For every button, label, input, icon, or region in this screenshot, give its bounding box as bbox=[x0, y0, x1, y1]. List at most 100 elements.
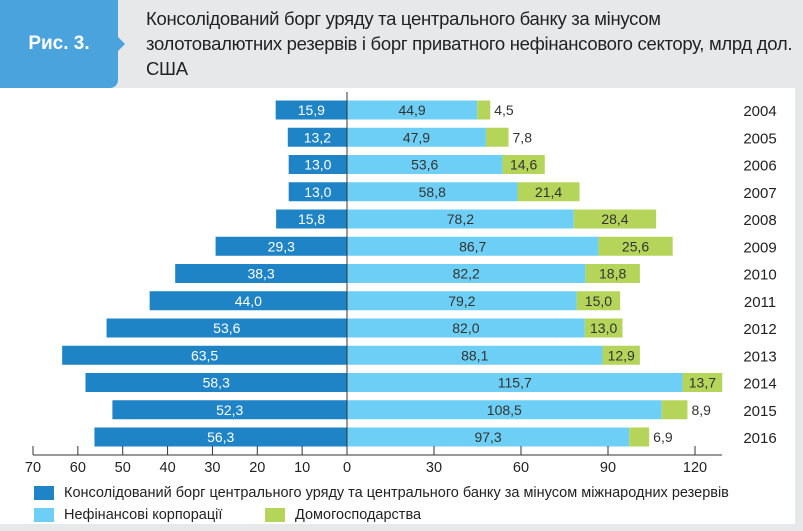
bar-households bbox=[517, 182, 580, 202]
bar-government bbox=[106, 318, 348, 338]
data-label-corporations: 86,7 bbox=[459, 238, 486, 254]
bar-government bbox=[215, 236, 347, 256]
data-label-government: 56,3 bbox=[207, 429, 234, 445]
bar-households bbox=[682, 373, 723, 392]
bar-corporations bbox=[347, 100, 478, 120]
right-tick-label: 30 bbox=[426, 460, 442, 476]
data-label-government: 13,2 bbox=[304, 129, 331, 145]
bar-corporations bbox=[347, 291, 577, 311]
data-label-corporations: 53,6 bbox=[411, 157, 438, 173]
bar-government bbox=[85, 373, 348, 392]
year-label: 2005 bbox=[743, 130, 776, 147]
bar-households bbox=[598, 236, 673, 256]
data-label-households: 8,9 bbox=[691, 402, 711, 418]
left-tick-label: 10 bbox=[294, 460, 310, 476]
bar-households bbox=[584, 318, 623, 338]
year-label: 2004 bbox=[743, 103, 776, 120]
bar-government bbox=[275, 100, 347, 120]
legend-item-households: Домогосподарства bbox=[265, 507, 421, 523]
bar-households bbox=[661, 400, 688, 420]
bar-government bbox=[62, 345, 348, 365]
data-label-government: 58,3 bbox=[203, 375, 230, 391]
data-label-corporations: 97,3 bbox=[474, 429, 501, 445]
bar-corporations bbox=[347, 155, 503, 174]
legend-label: Домогосподарства bbox=[295, 507, 422, 523]
year-label: 2007 bbox=[743, 185, 776, 202]
data-label-households: 7,8 bbox=[513, 129, 533, 145]
bar-corporations bbox=[347, 236, 599, 256]
year-label: 2010 bbox=[743, 267, 776, 284]
data-label-government: 44,0 bbox=[235, 293, 262, 309]
bar-corporations bbox=[347, 318, 585, 338]
left-tick-label: 70 bbox=[25, 460, 41, 476]
data-label-households: 25,6 bbox=[622, 238, 649, 254]
right-tick-label: 90 bbox=[600, 460, 616, 476]
year-label: 2015 bbox=[743, 403, 776, 420]
data-label-government: 53,6 bbox=[213, 320, 240, 336]
bar-corporations bbox=[347, 345, 603, 365]
data-label-government: 13,0 bbox=[304, 184, 331, 200]
data-label-corporations: 88,1 bbox=[461, 347, 488, 363]
bar-corporations bbox=[347, 264, 586, 283]
data-label-corporations: 82,0 bbox=[452, 320, 479, 336]
left-tick-label: 40 bbox=[160, 460, 176, 476]
bar-households bbox=[585, 264, 640, 283]
right-tick-label: 60 bbox=[513, 460, 529, 476]
legend-label: Консолідований борг центрального уряду т… bbox=[64, 485, 729, 501]
data-label-households: 21,4 bbox=[535, 184, 562, 200]
legend-item-government: Консолідований борг центрального уряду т… bbox=[34, 485, 729, 501]
bar-households bbox=[485, 127, 509, 147]
data-label-government: 15,9 bbox=[298, 102, 325, 118]
year-label: 2014 bbox=[743, 376, 776, 393]
data-label-government: 52,3 bbox=[216, 402, 243, 418]
bar-government bbox=[287, 127, 347, 147]
bar-corporations bbox=[347, 127, 486, 147]
bar-government bbox=[175, 264, 347, 283]
data-label-corporations: 79,2 bbox=[448, 293, 475, 309]
data-label-households: 15,0 bbox=[585, 293, 612, 309]
data-label-households: 12,9 bbox=[608, 347, 635, 363]
data-label-government: 15,8 bbox=[298, 211, 325, 227]
data-label-corporations: 108,5 bbox=[487, 402, 522, 418]
bar-corporations bbox=[347, 373, 683, 392]
bar-households bbox=[573, 209, 657, 229]
data-label-corporations: 115,7 bbox=[498, 375, 532, 391]
data-label-households: 28,4 bbox=[601, 211, 628, 227]
left-tick-label: 30 bbox=[204, 460, 220, 476]
data-label-government: 63,5 bbox=[191, 347, 218, 363]
bar-corporations bbox=[347, 209, 574, 229]
left-tick-label: 20 bbox=[249, 460, 265, 476]
bar-government bbox=[149, 291, 347, 311]
data-label-government: 29,3 bbox=[268, 238, 295, 254]
left-tick-label: 0 bbox=[343, 460, 351, 476]
legend-item-corporations: Нефінансові корпорації bbox=[34, 507, 222, 523]
left-tick-label: 50 bbox=[115, 460, 131, 476]
bar-households bbox=[629, 427, 650, 447]
data-label-corporations: 58,8 bbox=[419, 184, 446, 200]
data-label-corporations: 78,2 bbox=[447, 211, 474, 227]
legend-swatch bbox=[34, 486, 54, 500]
year-label: 2011 bbox=[744, 294, 776, 311]
bar-households bbox=[477, 100, 491, 120]
data-label-corporations: 44,9 bbox=[398, 102, 425, 118]
bar-corporations bbox=[347, 182, 518, 202]
year-label: 2006 bbox=[743, 158, 776, 175]
bar-corporations bbox=[347, 400, 662, 420]
data-label-government: 38,3 bbox=[247, 266, 274, 282]
right-tick-label: 120 bbox=[683, 460, 707, 476]
figure-label: Рис. 3. bbox=[0, 0, 125, 88]
bar-households bbox=[576, 291, 621, 311]
bar-households bbox=[602, 345, 640, 365]
bar-government bbox=[94, 427, 347, 447]
chart-title: Консолідований борг уряду та центральног… bbox=[146, 8, 793, 79]
left-tick-label: 60 bbox=[70, 460, 86, 476]
bar-government bbox=[288, 155, 347, 174]
year-label: 2012 bbox=[743, 321, 776, 338]
bar-government bbox=[276, 209, 347, 229]
data-label-corporations: 47,9 bbox=[403, 129, 430, 145]
year-label: 2009 bbox=[743, 239, 776, 256]
data-label-households: 6,9 bbox=[653, 429, 673, 445]
data-label-households: 13,7 bbox=[689, 375, 716, 391]
legend-swatch bbox=[265, 508, 285, 522]
